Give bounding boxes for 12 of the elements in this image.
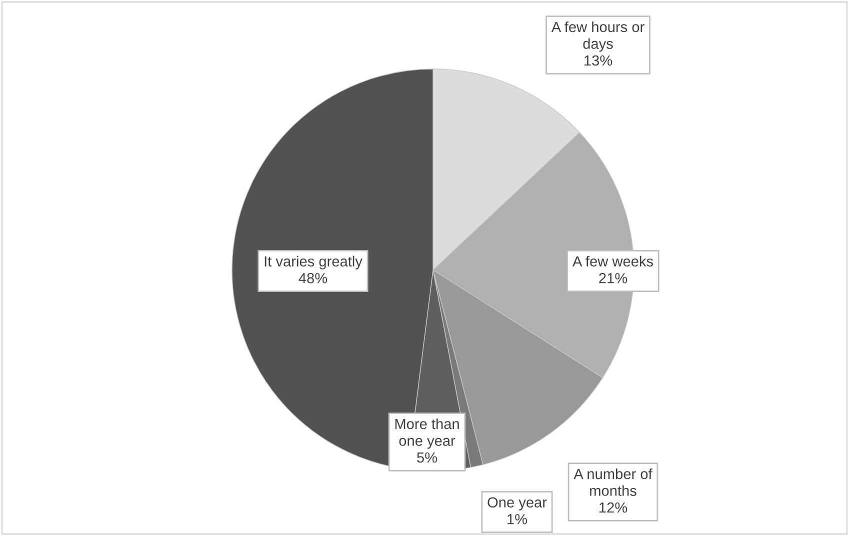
slice-label: It varies greatly (264, 256, 362, 270)
slice-label: A few weeks (572, 256, 654, 267)
data-label: 5% (417, 452, 438, 463)
data-label: 48% (298, 272, 328, 284)
data-label: 1% (508, 514, 528, 524)
slice-label: More than one year (395, 418, 459, 449)
slice-label: One year (488, 497, 547, 510)
data-label: 13% (584, 55, 612, 66)
slice-label: A number of months (574, 468, 652, 496)
data-label: 12% (600, 502, 628, 513)
slice-label: A few hours or days (551, 21, 644, 52)
data-label: 21% (599, 272, 628, 284)
